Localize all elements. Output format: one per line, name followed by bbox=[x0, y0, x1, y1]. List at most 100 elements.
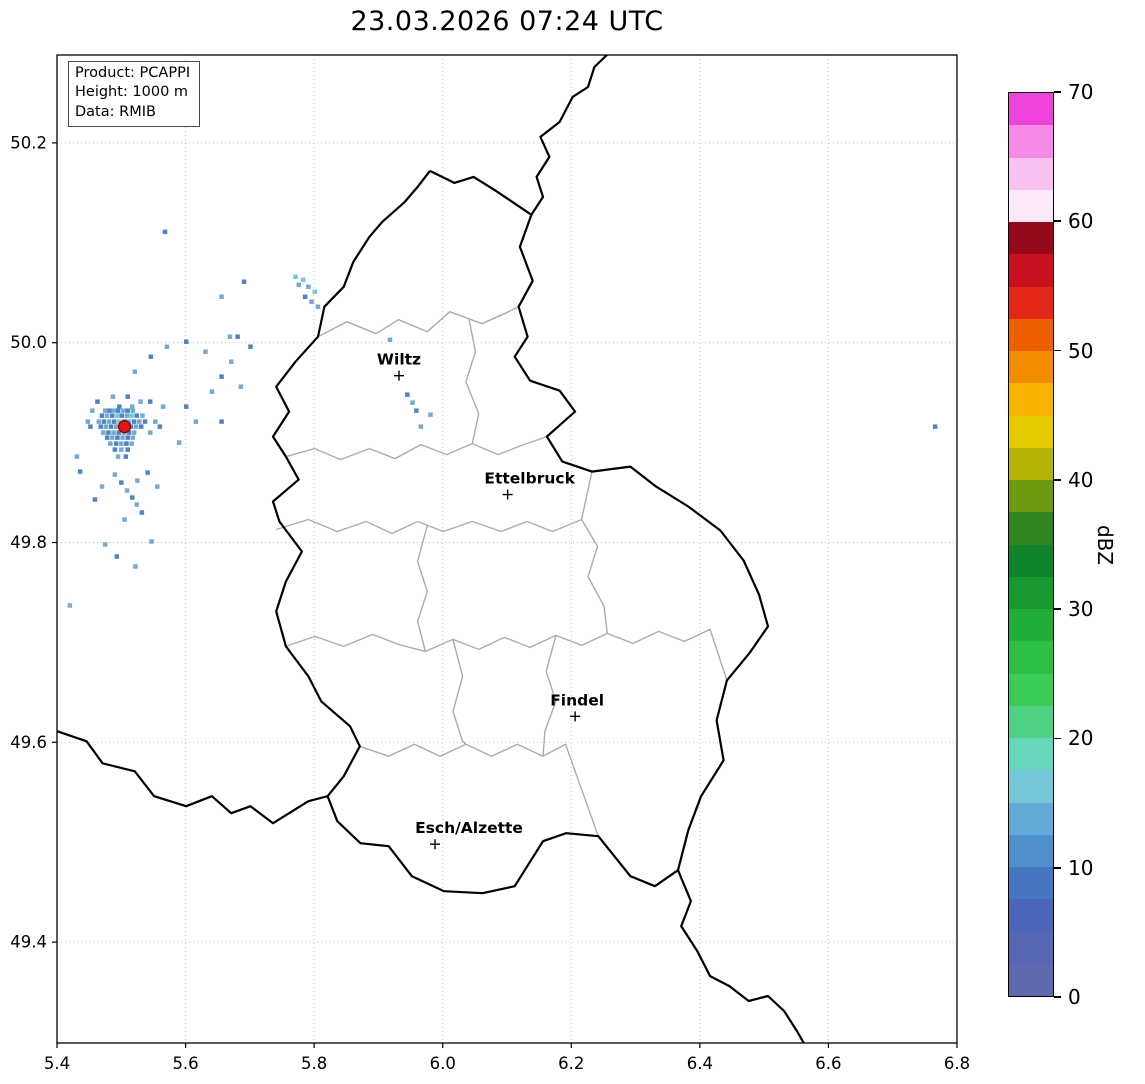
radar-echo-cell bbox=[183, 404, 189, 409]
radar-echo-cell bbox=[120, 408, 126, 413]
city-marker-esch-alzette bbox=[430, 839, 440, 850]
colorbar-band-9 bbox=[1009, 673, 1053, 706]
city-label-findel: Findel bbox=[550, 691, 604, 709]
colorbar-band-20 bbox=[1009, 318, 1053, 351]
district-border bbox=[580, 519, 608, 634]
colorbar-band-6 bbox=[1009, 770, 1053, 803]
x-tick-label: 5.6 bbox=[172, 1054, 198, 1073]
colorbar-band-0 bbox=[1009, 963, 1053, 996]
radar-echo-cell bbox=[145, 470, 150, 475]
y-tick-label: 49.6 bbox=[10, 733, 47, 752]
radar-echo-cell bbox=[133, 564, 138, 569]
colorbar-band-14 bbox=[1009, 512, 1053, 545]
radar-echo-cell bbox=[95, 399, 100, 404]
radar-echo-cell bbox=[147, 399, 153, 404]
colorbar-band-16 bbox=[1009, 447, 1053, 480]
radar-echo-cell bbox=[129, 495, 135, 500]
radar-echo-cell bbox=[219, 374, 224, 379]
x-tick-label: 6.4 bbox=[687, 1054, 713, 1073]
colorbar-band-21 bbox=[1009, 286, 1053, 319]
colorbar-band-24 bbox=[1009, 189, 1053, 222]
city-marker-ettelbruck bbox=[502, 489, 513, 500]
colorbar-band-25 bbox=[1009, 157, 1053, 190]
country-border bbox=[676, 869, 806, 1043]
colorbar-band-18 bbox=[1009, 383, 1053, 416]
radar-echo-cell bbox=[106, 419, 112, 424]
radar-echo-cell bbox=[139, 510, 145, 515]
colorbar-band-12 bbox=[1009, 576, 1053, 609]
district-border bbox=[285, 628, 728, 681]
radar-echo-cell bbox=[131, 419, 137, 424]
x-tick-label: 6.0 bbox=[430, 1054, 456, 1073]
radar-echo-cell bbox=[107, 408, 112, 413]
colorbar-band-1 bbox=[1009, 931, 1053, 964]
figure-title: 23.03.2026 07:24 UTC bbox=[350, 6, 664, 37]
radar-echo-cell bbox=[112, 447, 118, 452]
radar-echo-cell bbox=[135, 478, 140, 483]
district-border bbox=[452, 639, 467, 745]
colorbar-band-27 bbox=[1009, 93, 1053, 126]
colorbar-band-13 bbox=[1009, 544, 1053, 577]
radar-echo-cell bbox=[932, 424, 938, 429]
radar-echo-cell bbox=[134, 413, 139, 418]
y-tick-label: 49.8 bbox=[10, 533, 47, 552]
radar-echo-cell bbox=[405, 392, 410, 397]
radar-echo-cell bbox=[111, 430, 116, 435]
radar-echo-cell bbox=[138, 399, 143, 404]
radar-echo-cell bbox=[306, 284, 311, 290]
radar-echo-cell bbox=[414, 408, 419, 413]
radar-echo-cell bbox=[125, 447, 130, 452]
radar-echo-cell bbox=[142, 419, 148, 424]
radar-echo-cell bbox=[124, 413, 130, 418]
radar-echo-cell bbox=[101, 430, 106, 435]
radar-echo-cell bbox=[85, 419, 91, 424]
radar-echo-cell bbox=[117, 404, 122, 409]
radar-echo-cell bbox=[77, 469, 83, 474]
radar-echo-cell bbox=[219, 294, 224, 300]
colorbar-band-19 bbox=[1009, 351, 1053, 384]
radar-echo-cell bbox=[123, 454, 129, 459]
radar-echo-cell bbox=[108, 424, 114, 429]
radar-echo-cell bbox=[119, 447, 124, 452]
radar-echo-cell bbox=[114, 554, 120, 559]
radar-echo-cell bbox=[111, 419, 117, 424]
info-line-data: Data: RMIB bbox=[75, 103, 156, 120]
radar-echo-cell bbox=[126, 430, 132, 435]
radar-echo-cell bbox=[193, 419, 199, 424]
radar-echo-cell bbox=[112, 472, 118, 477]
radar-echo-cell bbox=[176, 440, 182, 445]
radar-echo-cell bbox=[203, 349, 208, 354]
radar-echo-cell bbox=[309, 299, 314, 304]
country-border bbox=[57, 730, 328, 825]
x-tick-label: 6.6 bbox=[815, 1054, 841, 1073]
radar-echo-cell bbox=[155, 484, 160, 489]
country-border bbox=[271, 169, 770, 895]
radar-echo-cell bbox=[104, 413, 110, 418]
x-tick-label: 5.4 bbox=[44, 1054, 70, 1073]
radar-echo-cell bbox=[124, 441, 129, 446]
radar-echo-cell bbox=[410, 400, 415, 405]
city-marker-wiltz bbox=[394, 370, 404, 381]
radar-echo-cell bbox=[132, 369, 138, 374]
radar-echo-cell bbox=[106, 430, 111, 435]
radar-echo-cell bbox=[102, 542, 108, 547]
radar-echo-cell bbox=[130, 408, 136, 413]
radar-echo-cell bbox=[300, 277, 306, 283]
colorbar-band-7 bbox=[1009, 738, 1053, 771]
radar-echo-cell bbox=[227, 334, 233, 339]
radar-echo-cell bbox=[162, 229, 168, 235]
radar-echo-cell bbox=[153, 419, 158, 424]
radar-echo-cell bbox=[137, 419, 142, 424]
radar-echo-cell bbox=[157, 424, 163, 429]
radar-echo-cell bbox=[99, 413, 105, 418]
city-label-ettelbruck: Ettelbruck bbox=[484, 470, 575, 488]
product-info-box: Product: PCAPPI Height: 1000 m Data: RMI… bbox=[68, 61, 201, 128]
y-tick-label: 50.2 bbox=[10, 133, 47, 152]
radar-echo-cell bbox=[125, 394, 130, 399]
radar-echo-cell bbox=[74, 454, 80, 459]
radar-echo-cell bbox=[228, 359, 234, 364]
radar-echo-cell bbox=[116, 430, 121, 435]
x-tick-label: 5.8 bbox=[301, 1054, 327, 1073]
radar-echo-cell bbox=[160, 404, 166, 409]
